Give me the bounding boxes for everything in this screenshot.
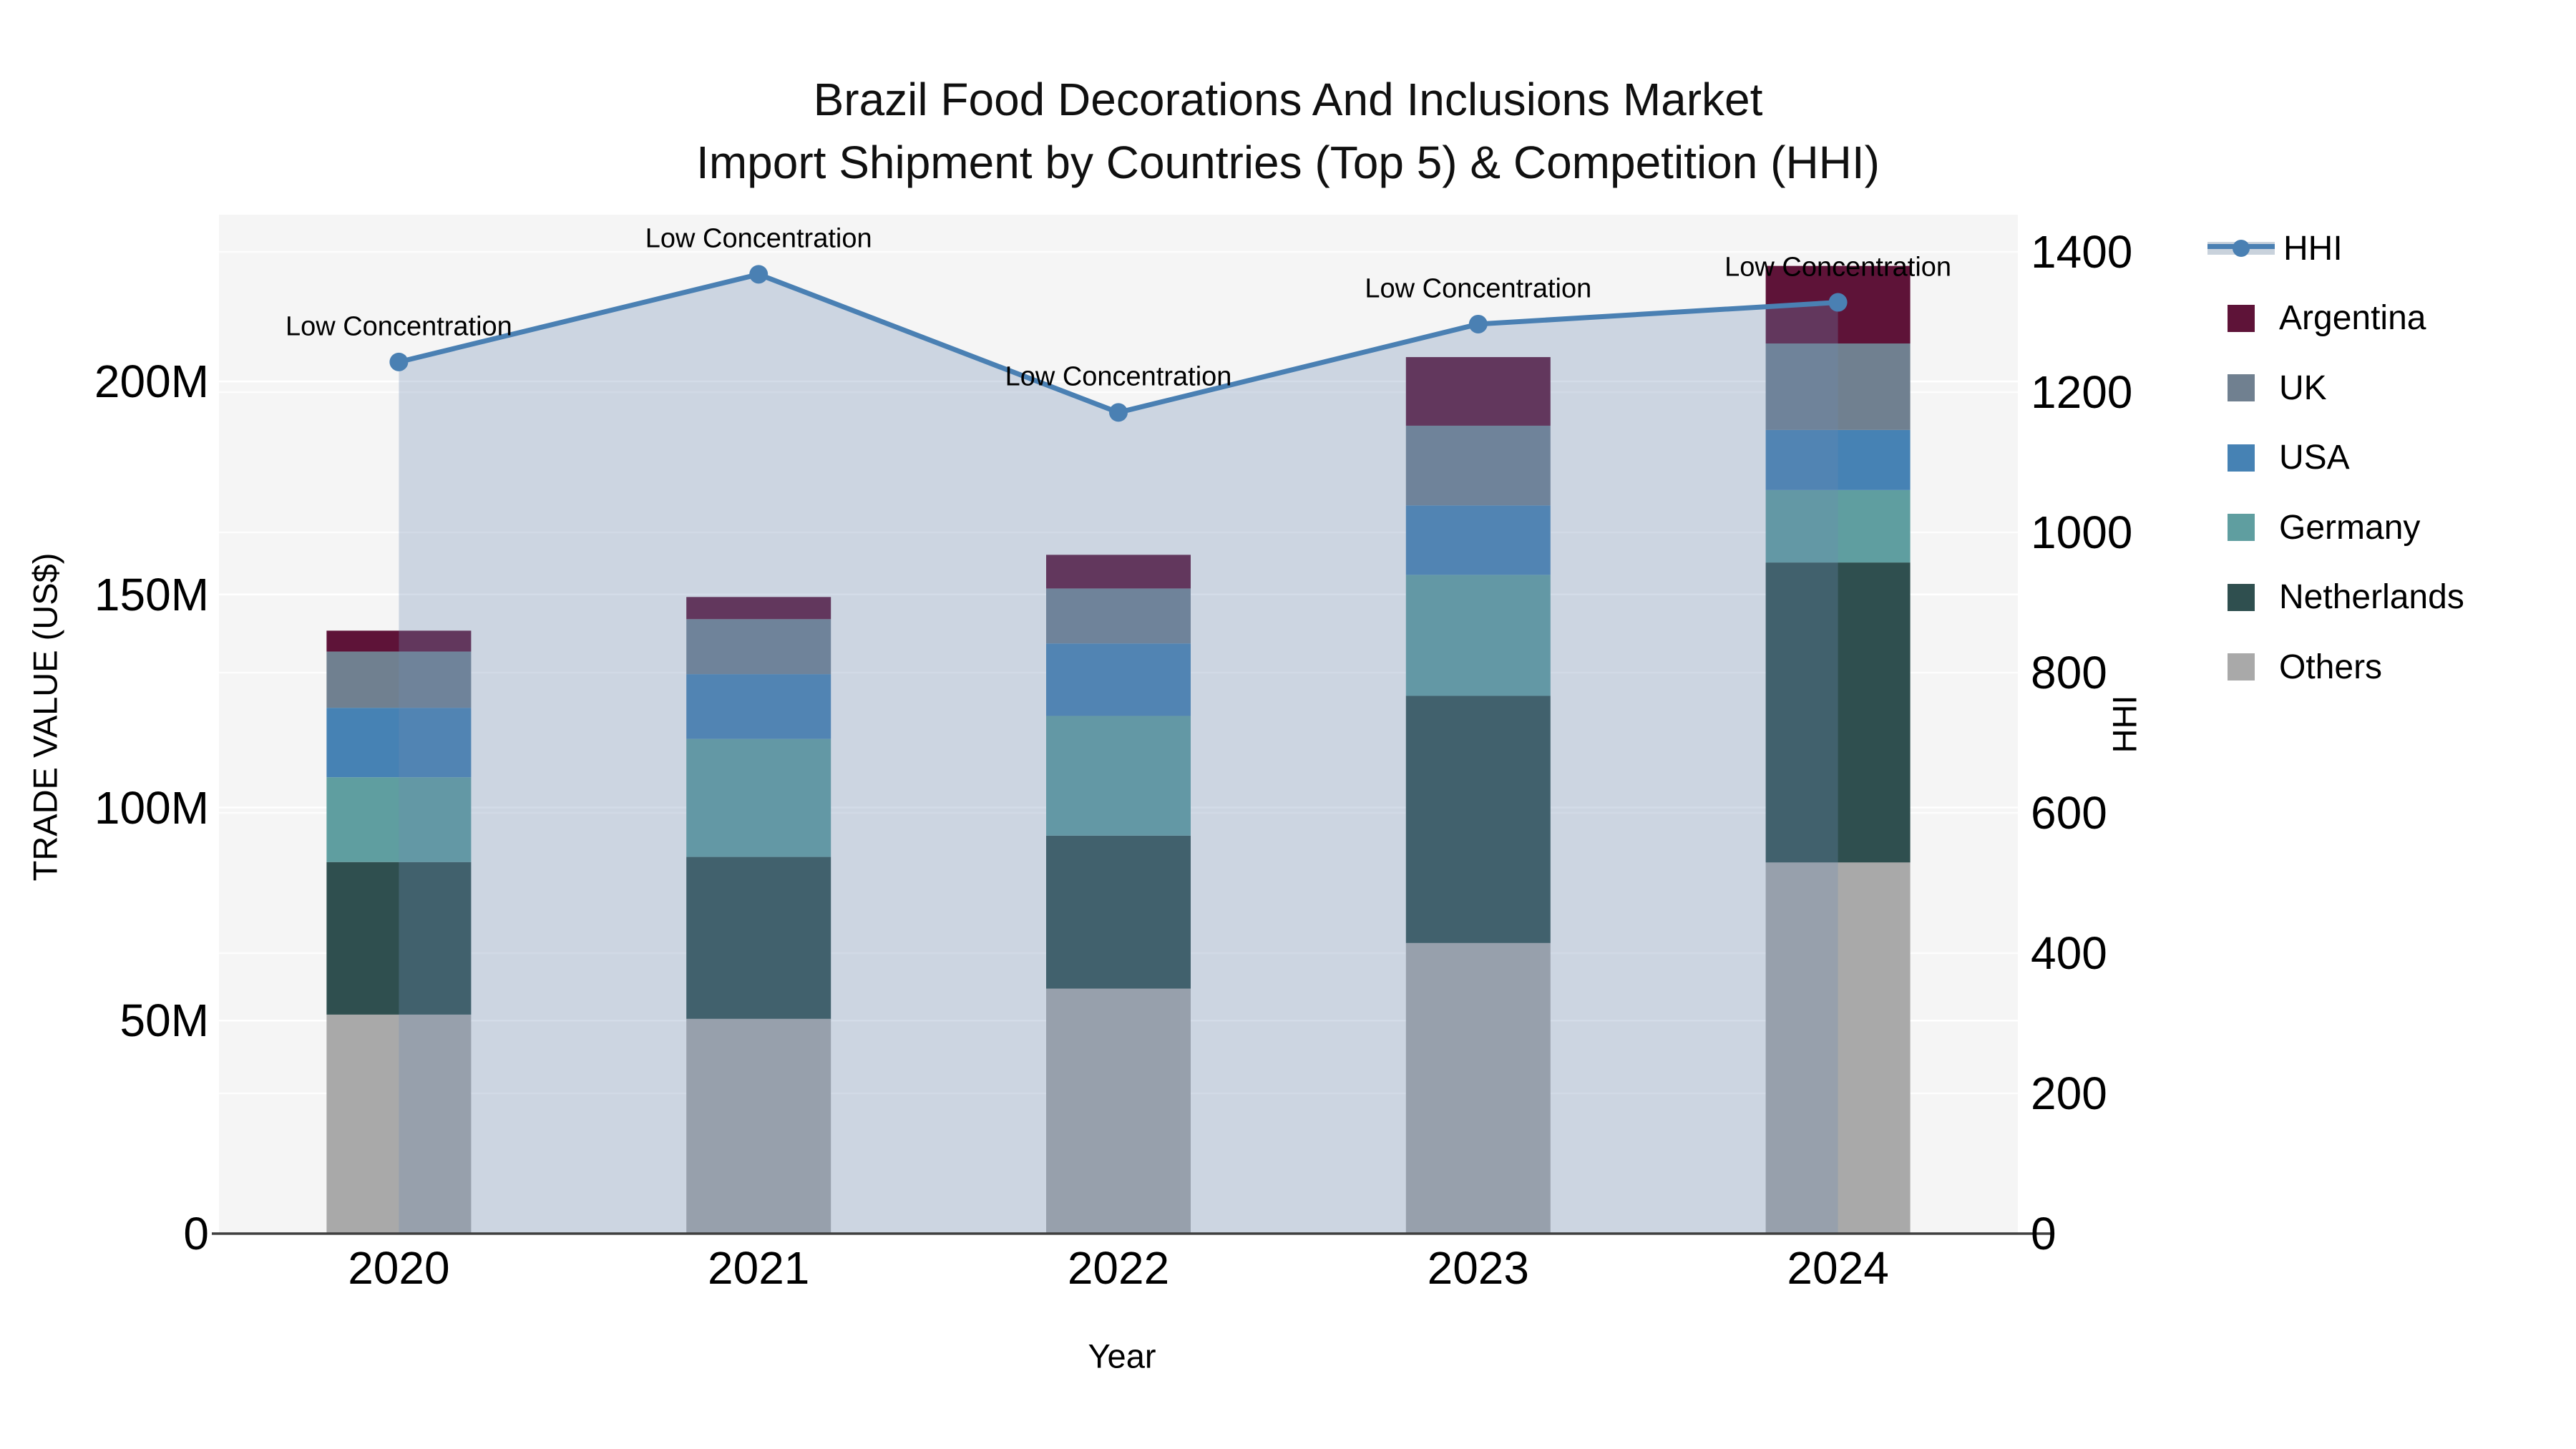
bar-segment-usa-2021 [686,674,831,739]
bar-segment-usa-2023 [1405,505,1551,575]
y-right-axis-title: HHI [2105,695,2144,753]
legend-item-others[interactable]: Others [2207,633,2382,701]
y-right-tick-label-600: 600 [2031,787,2107,839]
bar-segment-others-2021 [686,1018,831,1234]
x-tick-label-2020: 2020 [348,1242,450,1294]
legend-label-germany: Germany [2279,508,2421,547]
bar-segment-netherlands-2021 [686,857,831,1019]
legend-item-netherlands[interactable]: Netherlands [2207,564,2464,631]
legend-label-argentina: Argentina [2279,299,2426,337]
bar-segment-uk-2020 [326,651,472,708]
bar-segment-netherlands-2022 [1046,835,1191,989]
bar-segment-netherlands-2020 [326,862,472,1015]
legend-item-usa[interactable]: USA [2207,424,2350,492]
annotation-low-concentration-2022: Low Concentration [1005,361,1232,392]
y-left-tick-label-50M: 50M [119,995,210,1047]
legend-label-usa: USA [2279,439,2350,477]
y-right-tick-label-400: 400 [2031,927,2107,979]
chart-title-line1: Brazil Food Decorations And Inclusions M… [813,74,1763,125]
legend-swatch-uk [2228,374,2255,401]
annotation-low-concentration-2023: Low Concentration [1365,273,1592,304]
legend-item-germany[interactable]: Germany [2207,494,2420,561]
y-right-tick-label-800: 800 [2031,647,2107,698]
x-tick-label-2024: 2024 [1787,1242,1889,1294]
hhi-marker-2023 [1468,314,1488,333]
bar-segment-argentina-2020 [326,630,472,652]
legend-swatch-germany [2228,514,2255,541]
bar-segment-others-2020 [326,1014,472,1234]
annotation-low-concentration-2024: Low Concentration [1724,252,1952,283]
y-left-tick-label-200M: 200M [94,356,209,407]
x-tick-label-2021: 2021 [708,1242,810,1294]
chart-title: Brazil Food Decorations And Inclusions M… [0,68,2576,194]
legend-item-hhi[interactable]: HHI [2207,215,2343,282]
legend-item-argentina[interactable]: Argentina [2207,285,2426,352]
hhi-line-sample-icon [2207,234,2275,263]
y-left-axis-title: TRADE VALUE (US$) [26,552,64,882]
legend-item-uk[interactable]: UK [2207,354,2327,421]
y-right-tick-label-1200: 1200 [2031,366,2133,418]
x-tick-label-2023: 2023 [1427,1242,1529,1294]
hhi-marker-2020 [389,352,409,371]
y-right-tick-label-1000: 1000 [2031,507,2133,558]
bar-segment-germany-2024 [1765,489,1911,563]
bar-segment-others-2023 [1405,942,1551,1234]
bar-segment-usa-2022 [1046,643,1191,716]
annotation-low-concentration-2020: Low Concentration [285,311,512,342]
legend-label-hhi: HHI [2283,229,2343,268]
y-right-tick-label-1400: 1400 [2031,226,2133,278]
bar-segment-argentina-2022 [1046,555,1191,589]
bar-segment-germany-2023 [1405,575,1551,696]
annotation-low-concentration-2021: Low Concentration [645,223,872,254]
hhi-area-fill [399,274,1838,1234]
bar-segment-argentina-2023 [1405,357,1551,426]
hhi-marker-2021 [749,265,769,284]
legend-swatch-netherlands [2228,583,2255,611]
x-axis-title: Year [1088,1337,1156,1375]
bar-segment-uk-2021 [686,619,831,675]
bar-segment-netherlands-2024 [1765,562,1911,863]
legend-label-uk: UK [2279,369,2327,407]
legend-label-others: Others [2279,648,2383,686]
chart-title-line2: Import Shipment by Countries (Top 5) & C… [696,137,1880,188]
bar-segment-argentina-2021 [686,597,831,620]
y-left-tick-label-150M: 150M [94,568,209,620]
bar-segment-germany-2020 [326,777,472,862]
y-left-tick-label-100M: 100M [94,781,209,834]
y-right-tick-label-0: 0 [2031,1208,2057,1259]
legend-label-netherlands: Netherlands [2279,578,2464,616]
bar-segment-netherlands-2023 [1405,696,1551,943]
legend-swatch-usa [2228,444,2255,472]
bar-segment-others-2022 [1046,988,1191,1234]
bar-segment-uk-2024 [1765,343,1911,430]
hhi-marker-2024 [1828,293,1848,312]
legend-swatch-others [2228,653,2255,680]
bar-segment-germany-2021 [686,738,831,857]
hhi-marker-2022 [1109,403,1128,422]
bar-segment-usa-2024 [1765,429,1911,490]
hhi-marker-icon [2233,240,2250,257]
bar-segment-others-2024 [1765,862,1911,1234]
y-right-tick-label-200: 200 [2031,1068,2107,1119]
legend-swatch-argentina [2228,304,2255,332]
bar-segment-uk-2022 [1046,588,1191,644]
bar-segment-uk-2023 [1405,425,1551,506]
bar-segment-germany-2022 [1046,716,1191,836]
y-left-tick-label-0: 0 [183,1208,209,1259]
bar-segment-usa-2020 [326,708,472,778]
x-tick-label-2022: 2022 [1067,1242,1170,1294]
